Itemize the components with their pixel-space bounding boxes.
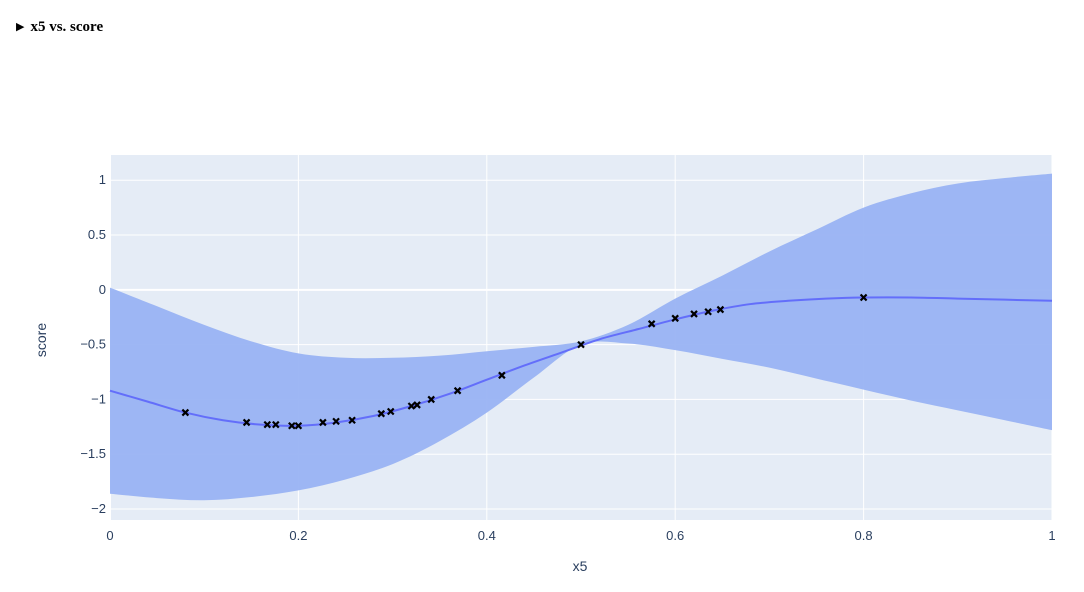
data-point	[407, 402, 416, 410]
data-point	[453, 386, 462, 395]
x-tick-label: 0	[106, 528, 113, 543]
data-point	[242, 418, 251, 427]
details-label: x5 vs. score	[30, 19, 104, 35]
data-point	[181, 408, 190, 417]
y-tick-label: −1	[91, 391, 106, 406]
data-point	[332, 417, 340, 426]
x-tick-label: 0.6	[666, 528, 684, 543]
data-point	[348, 416, 356, 425]
data-point	[647, 320, 656, 328]
data-point	[294, 421, 303, 430]
x-tick-label: 0.2	[289, 528, 307, 543]
data-point	[288, 421, 296, 430]
observation-points	[181, 293, 868, 430]
y-tick-label: 0	[99, 282, 106, 297]
confidence-band	[110, 173, 1052, 501]
y-axis-label: score	[33, 323, 49, 357]
data-point	[671, 314, 679, 323]
triangle-right-icon: ▶	[16, 21, 25, 33]
data-point	[263, 420, 272, 429]
data-point	[498, 371, 506, 380]
x-tick-label: 0.4	[478, 528, 496, 543]
y-tick-label: 0.5	[88, 227, 106, 242]
details-summary[interactable]: ▶ x5 vs. score	[16, 19, 103, 36]
data-point	[716, 305, 725, 314]
x-tick-label: 0.8	[855, 528, 873, 543]
data-point	[859, 293, 868, 302]
confidence-band-layer	[110, 173, 1052, 501]
data-point	[386, 407, 395, 416]
x-axis-ticks: 0 0.2 0.4 0.6 0.8 1	[106, 528, 1055, 543]
x-axis-label: x5	[573, 558, 588, 574]
y-tick-label: −1.5	[80, 446, 106, 461]
data-point	[272, 420, 280, 429]
data-point	[413, 401, 421, 409]
y-tick-label: −0.5	[80, 337, 106, 352]
data-point	[377, 409, 386, 418]
y-tick-label: −2	[91, 501, 106, 516]
data-point	[690, 310, 698, 318]
y-axis-ticks: 1 0.5 0 −0.5 −1 −1.5 −2	[80, 172, 106, 516]
data-point	[427, 395, 435, 404]
data-point	[704, 307, 712, 316]
x-tick-label: 1	[1048, 528, 1055, 543]
y-tick-label: 1	[99, 172, 106, 187]
data-point	[577, 340, 585, 349]
data-point	[319, 418, 327, 427]
